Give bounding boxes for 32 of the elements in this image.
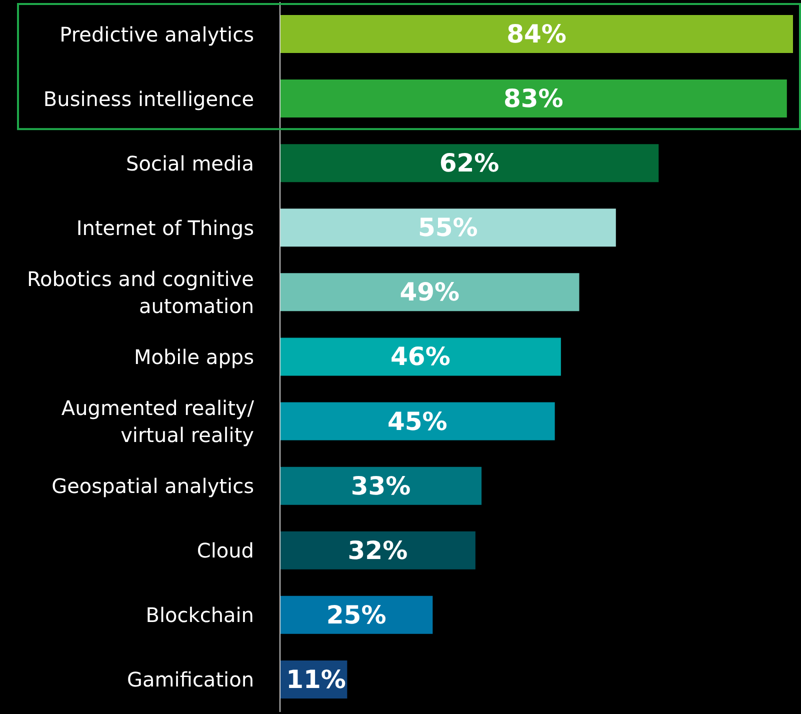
data-label: 32% (348, 536, 408, 565)
data-label: 84% (506, 20, 566, 48)
bar (280, 531, 476, 570)
data-label: 33% (350, 471, 411, 500)
y-tick-label: Predictive analytics (60, 22, 254, 46)
y-tick-label: Robotics and cognitive automation (26, 266, 254, 318)
y-tick-label: Cloud (196, 538, 254, 563)
y-tick-label: Internet of Things (76, 216, 254, 240)
data-label: 45% (387, 406, 448, 436)
bar (280, 338, 561, 376)
bar (280, 273, 580, 312)
y-tick-label: Gamification (127, 668, 254, 692)
y-tick-label: Social media (126, 151, 254, 176)
y-tick-label: Geospatial analytics (52, 474, 254, 498)
bar (280, 144, 659, 182)
data-label: 46% (390, 342, 450, 372)
bar (280, 466, 482, 505)
y-tick-label: Business intelligence (43, 86, 254, 111)
bar (280, 402, 555, 440)
y-tick-label: Blockchain (146, 603, 254, 628)
bar (280, 80, 787, 118)
y-tick-label: Mobile apps (134, 345, 254, 369)
bar (280, 15, 793, 53)
y-tick-label: Augmented reality/ virtual reality (61, 396, 254, 448)
bar (280, 208, 616, 247)
data-label: 49% (400, 278, 460, 307)
bar (280, 596, 433, 634)
data-label: 55% (418, 213, 478, 242)
data-label: 25% (326, 600, 386, 630)
data-label: 62% (439, 148, 500, 178)
data-label: 11% (286, 664, 346, 694)
data-label: 83% (504, 84, 564, 114)
